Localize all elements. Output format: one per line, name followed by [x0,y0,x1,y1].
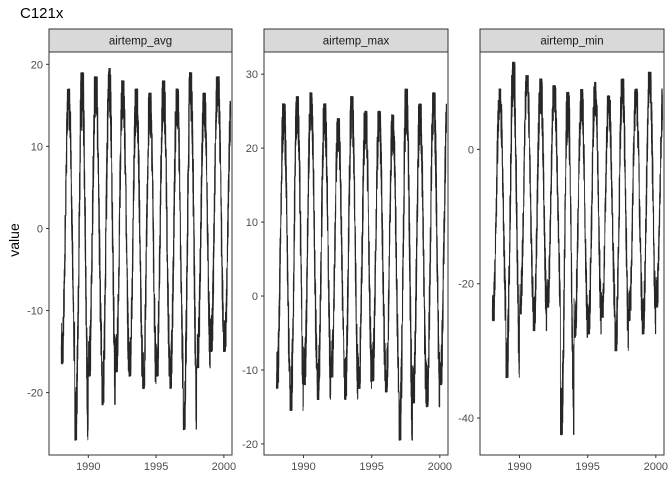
facet-panel-airtemp_min: airtemp_min -40 -20 0 1990 1995 2000 [458,28,668,473]
facet-panel-airtemp_avg: airtemp_avg -20 -10 0 10 20 1990 1995 2000 [27,28,236,473]
facet-strip-label: airtemp_avg [109,36,172,48]
series-line-airtemp_min [491,61,664,436]
x-tick-label: 1990 [291,461,315,473]
y-tick-label: 30 [246,69,258,81]
x-tick-label: 1990 [507,461,531,473]
x-tick-label: 1990 [76,461,100,473]
y-tick-label: 0 [468,144,474,156]
x-tick-label: 1995 [359,461,383,473]
panel-border [48,51,233,456]
chart-title: C121x [20,5,64,22]
x-tick-label: 1995 [144,461,168,473]
y-tick-label: 20 [246,143,258,155]
facet-strip-label: airtemp_min [540,36,603,48]
y-tick-label: -10 [242,365,258,377]
y-tick-label: -40 [458,413,474,425]
y-tick-label: -20 [458,279,474,291]
x-tick-label: 1995 [575,461,599,473]
facet-panel-airtemp_max: airtemp_max -20 -10 0 10 20 30 1990 1995 2000 [242,28,452,473]
series-line-airtemp_avg [60,68,232,441]
y-tick-label: -20 [242,439,258,451]
series-line-airtemp_max [275,88,448,441]
panel-border [479,51,665,456]
x-tick-label: 2000 [644,461,668,473]
x-tick-label: 2000 [428,461,452,473]
y-tick-label: 10 [31,141,43,153]
y-tick-label: 20 [31,59,43,71]
y-tick-label: -10 [27,306,43,318]
panel-border [263,51,449,456]
facet-strip-label: airtemp_max [323,36,390,48]
x-tick-label: 2000 [212,461,236,473]
y-tick-label: 0 [252,291,258,303]
y-tick-label: 10 [246,217,258,229]
y-tick-label: -20 [27,388,43,400]
y-tick-label: 0 [37,223,43,235]
